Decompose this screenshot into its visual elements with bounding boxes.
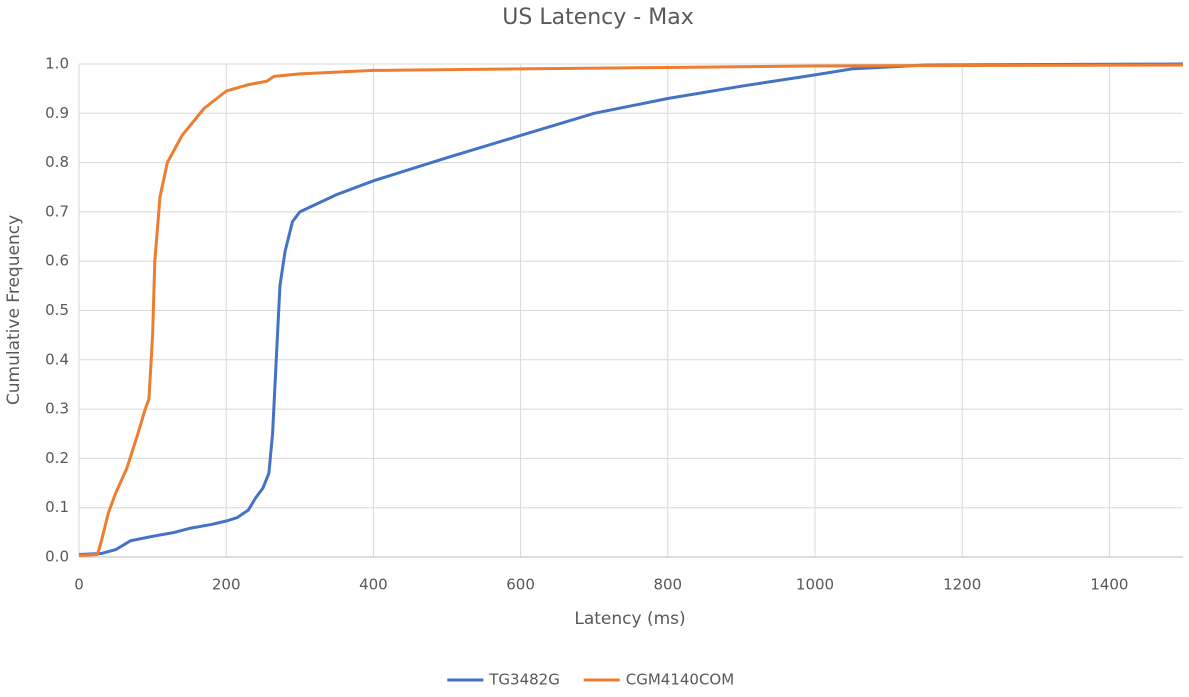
- series-line: [78, 63, 1184, 558]
- y-tick-label: 0.1: [45, 498, 69, 516]
- x-tick-label: 1000: [796, 576, 834, 594]
- x-tick-label: 0: [74, 576, 84, 594]
- legend-label: CGM4140COM: [626, 671, 734, 689]
- y-tick-label: 0.5: [45, 301, 69, 319]
- series-line: [78, 62, 1184, 557]
- legend-label: TG3482G: [488, 671, 560, 689]
- y-axis-label: Cumulative Frequency: [4, 215, 24, 405]
- y-tick-label: 0.8: [45, 153, 69, 171]
- x-tick-label: 400: [359, 576, 388, 594]
- y-tick-label: 0.7: [45, 202, 69, 220]
- y-tick-label: 0.6: [45, 252, 69, 270]
- x-tick-label: 1400: [1090, 576, 1128, 594]
- x-tick-label: 200: [212, 576, 241, 594]
- x-tick-label: 1200: [943, 576, 981, 594]
- x-tick-label: 800: [653, 576, 682, 594]
- y-tick-label: 0.9: [45, 104, 69, 122]
- chart-title: US Latency - Max: [502, 5, 693, 30]
- x-tick-label: 600: [506, 576, 535, 594]
- x-axis-label: Latency (ms): [574, 609, 685, 629]
- y-tick-label: 0.3: [45, 400, 69, 418]
- y-tick-label: 0.0: [45, 548, 69, 566]
- y-tick-label: 0.4: [45, 350, 69, 368]
- y-tick-label: 0.2: [45, 449, 69, 467]
- y-tick-label: 1.0: [45, 55, 69, 73]
